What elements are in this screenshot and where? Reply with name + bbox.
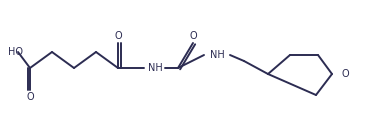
Text: O: O: [189, 31, 197, 41]
Text: O: O: [114, 31, 122, 41]
Text: HO: HO: [8, 47, 23, 57]
Text: NH: NH: [210, 50, 224, 60]
Text: NH: NH: [147, 63, 162, 73]
Text: O: O: [26, 92, 34, 102]
Text: O: O: [342, 69, 350, 79]
